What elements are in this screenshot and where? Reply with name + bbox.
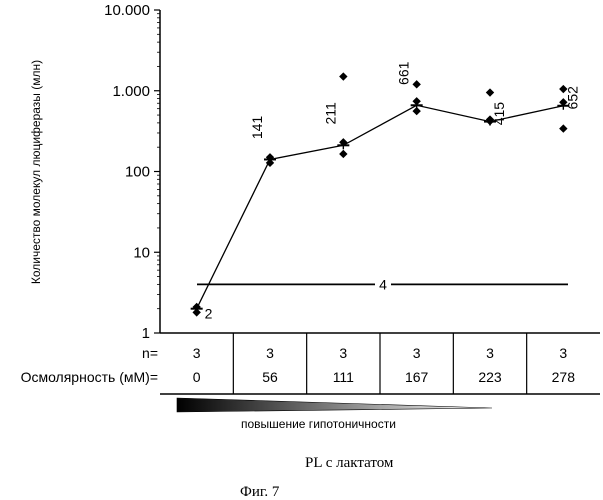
gradient-label: повышение гипотоничности (241, 417, 396, 431)
n-cell: 3 (193, 345, 201, 361)
y-tick-label: 1 (142, 325, 150, 342)
y-tick-label: 1.000 (112, 83, 150, 100)
osmolarity-cell: 278 (552, 369, 576, 385)
data-point (412, 107, 420, 115)
value-label: 211 (322, 102, 338, 125)
n-cell: 3 (339, 345, 347, 361)
n-cell: 3 (559, 345, 567, 361)
chart-subtitle: PL с лактатом (305, 455, 394, 471)
data-point (412, 80, 420, 88)
y-axis-title: Количество молекул люциферазы (млн) (29, 60, 43, 284)
data-point (559, 124, 567, 132)
n-cell: 3 (266, 345, 274, 361)
data-point (339, 150, 347, 158)
y-tick-label: 10 (133, 244, 150, 261)
hypotonicity-gradient-wedge (177, 398, 492, 412)
y-tick-label: 100 (125, 164, 150, 181)
osmolarity-cell: 223 (478, 369, 502, 385)
data-point (412, 97, 420, 105)
osmolarity-cell: 0 (193, 369, 201, 385)
osmolarity-cell: 167 (405, 369, 429, 385)
reference-line-label: 4 (379, 276, 387, 292)
y-tick-label: 10.000 (104, 2, 150, 19)
n-cell: 3 (486, 345, 494, 361)
data-point (486, 88, 494, 96)
value-label: 661 (396, 61, 412, 85)
osmolarity-cell: 56 (262, 369, 278, 385)
n-row-label: n= (142, 345, 158, 361)
value-label: 2 (205, 306, 213, 322)
osmolarity-cell: 111 (333, 369, 354, 385)
figure-label: Фиг. 7 (240, 484, 280, 500)
n-cell: 3 (413, 345, 421, 361)
osmolarity-row-label: Осмолярность (мМ)= (21, 369, 158, 385)
value-label: 415 (491, 102, 507, 126)
value-label: 652 (564, 86, 580, 110)
data-point (339, 72, 347, 80)
value-label: 141 (249, 116, 265, 140)
